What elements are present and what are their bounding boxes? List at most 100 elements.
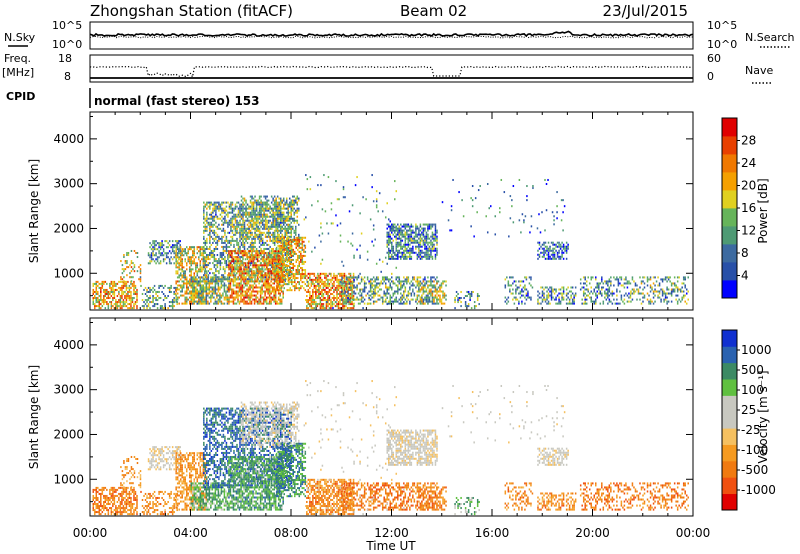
power-cell (322, 305, 325, 308)
power-cell (215, 241, 217, 244)
power-cell (213, 258, 216, 261)
power-cell (246, 227, 249, 230)
power-cell (275, 229, 277, 232)
power-cell (176, 301, 178, 304)
power-cell (328, 278, 331, 281)
power-cell (287, 254, 289, 257)
power-cell (97, 284, 99, 287)
power-cell (193, 258, 196, 261)
power-cell (225, 221, 228, 224)
power-cell (334, 278, 337, 281)
power-cell (228, 290, 230, 293)
power-cell (251, 256, 253, 259)
power-cell (249, 258, 251, 261)
power-cell (204, 256, 206, 259)
power-cell (143, 307, 145, 310)
power-cell (112, 288, 114, 291)
power-cell (289, 289, 291, 292)
power-cell (345, 282, 347, 285)
power-cell (276, 227, 279, 230)
power-cell (272, 239, 274, 242)
power-cell (246, 207, 249, 210)
power-cell (199, 302, 202, 305)
power-cell (280, 298, 283, 301)
power-cell (247, 270, 250, 273)
power-cell (215, 258, 217, 261)
power-cell (140, 284, 142, 287)
power-cell (404, 227, 407, 230)
power-cell (195, 292, 197, 295)
power-cell (122, 282, 125, 285)
power-cell (279, 227, 282, 230)
power-cell (161, 305, 163, 308)
power-cell (231, 280, 234, 283)
power-cell (273, 207, 276, 210)
power-cell (387, 233, 390, 236)
power-cell (261, 227, 264, 230)
power-cell (398, 231, 401, 234)
power-cell (179, 252, 182, 255)
power-cell (301, 248, 304, 251)
power-cell (205, 294, 208, 297)
power-cell (412, 245, 414, 248)
power-cell (224, 245, 226, 248)
power-cell (225, 249, 228, 252)
power-cell (386, 286, 388, 289)
power-cell (270, 213, 273, 216)
power-cell (213, 256, 216, 259)
power-cell (190, 290, 193, 293)
power-cell (288, 231, 291, 234)
power-cell (251, 245, 253, 248)
power-cell (350, 286, 352, 289)
power-cell (292, 195, 294, 198)
power-cell (416, 253, 419, 256)
power-cell (204, 286, 206, 289)
power-cell (297, 248, 299, 251)
power-cell (286, 248, 288, 251)
power-cell (246, 256, 248, 259)
power-cell (271, 282, 274, 285)
power-cell (319, 307, 322, 310)
power-cell (267, 251, 270, 255)
power-cell (351, 286, 353, 289)
power-cell (279, 264, 281, 267)
power-cell (256, 270, 259, 273)
power-cell (342, 276, 344, 279)
power-cell (290, 215, 293, 218)
power-cell (270, 249, 273, 252)
power-cell (193, 252, 196, 255)
power-cell (276, 276, 278, 279)
power-cell (322, 272, 325, 275)
power-cell (241, 260, 244, 263)
power-cell (315, 301, 317, 304)
power-cell (255, 266, 257, 269)
power-cell (231, 229, 234, 232)
power-cell (274, 264, 277, 267)
power-cell (228, 296, 230, 299)
power-cell (235, 256, 238, 259)
power-cell (309, 286, 311, 289)
power-cell (356, 296, 358, 299)
power-cell (240, 223, 243, 226)
power-cell (199, 286, 202, 289)
power-cell (260, 207, 262, 210)
power-cell (211, 294, 214, 297)
power-cell (216, 266, 219, 269)
power-cell (243, 197, 246, 200)
power-cell (278, 201, 280, 204)
power-cell (333, 288, 335, 291)
power-cell (113, 297, 116, 300)
power-cell (342, 305, 344, 308)
power-cell (307, 301, 310, 304)
power-cell (179, 272, 182, 275)
power-cell (276, 221, 279, 224)
power-cell (301, 273, 304, 276)
power-cell (202, 288, 205, 291)
power-cell (287, 209, 289, 212)
power-cell (204, 219, 207, 222)
power-cell (224, 258, 226, 261)
power-cell (398, 249, 401, 252)
power-cell (325, 303, 328, 306)
power-cell (406, 251, 408, 254)
power-cell (278, 240, 281, 243)
